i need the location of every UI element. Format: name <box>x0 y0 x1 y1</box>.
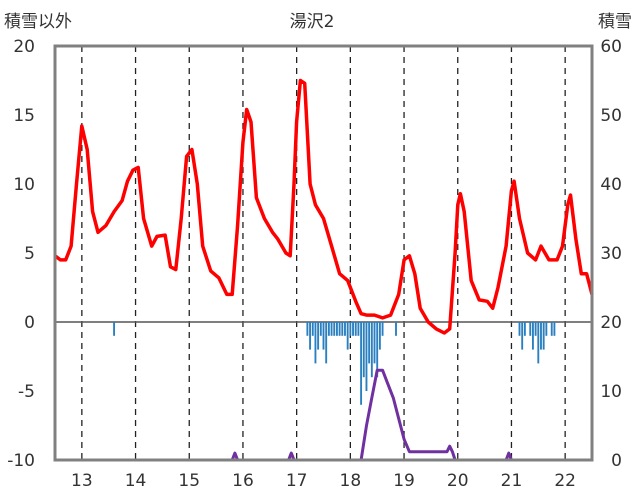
precip-bar <box>330 322 333 336</box>
plot-frame <box>53 44 594 462</box>
precip-bar <box>349 322 352 336</box>
precip-bar <box>370 322 373 378</box>
precip-bar <box>534 322 537 336</box>
precip-bar <box>521 322 524 350</box>
day-tick-label: 16 <box>232 471 254 491</box>
precip-bar <box>542 322 545 350</box>
day-tick-label: 19 <box>393 471 415 491</box>
right-tick-label: 10 <box>600 382 622 402</box>
left-tick-label: 10 <box>13 175 35 195</box>
precip-bar <box>317 322 320 350</box>
precip-bar <box>335 322 338 336</box>
precip-bar <box>306 322 309 336</box>
right-tick-label: 0 <box>611 451 622 471</box>
right-tick-label: 40 <box>600 175 622 195</box>
day-tick-label: 22 <box>554 471 576 491</box>
precip-bar <box>553 322 556 336</box>
day-tick-label: 17 <box>286 471 308 491</box>
plot-border <box>53 44 594 462</box>
left-tick-label: 5 <box>24 244 35 264</box>
precip-bar <box>518 322 521 336</box>
day-tick-label: 13 <box>71 471 93 491</box>
precip-bar <box>540 322 542 350</box>
day-tick-label: 18 <box>340 471 362 491</box>
temperature-line <box>53 78 594 335</box>
left-tick-label: 20 <box>13 37 35 57</box>
precip-bar <box>309 322 312 350</box>
precip-bar <box>365 322 368 391</box>
precip-bar <box>381 322 384 336</box>
day-tick-label: 21 <box>501 471 523 491</box>
precip-bar <box>376 322 379 378</box>
left-tick-label: 15 <box>13 106 35 126</box>
precip-bar <box>550 322 553 336</box>
left-tick-label: 0 <box>24 313 35 333</box>
precip-bar <box>368 322 371 364</box>
right-tick-label: 50 <box>600 106 622 126</box>
precip-bar <box>373 322 376 364</box>
precip-bar <box>523 322 526 336</box>
precip-bar <box>346 322 349 350</box>
day-tick-label: 14 <box>125 471 147 491</box>
precip-bar <box>333 322 336 336</box>
precip-bar <box>325 322 328 364</box>
chart-title: 湯沢2 <box>290 12 335 32</box>
precip-bar <box>395 322 397 336</box>
right-tick-label: 20 <box>600 313 622 333</box>
precip-bar <box>319 322 322 336</box>
precipitation-bars <box>113 322 556 405</box>
precip-bar <box>113 322 116 336</box>
precip-bar <box>352 322 354 336</box>
right-tick-label: 30 <box>600 244 622 264</box>
grid-lines <box>55 46 592 460</box>
precip-bar <box>537 322 540 364</box>
left-tick-label: -5 <box>18 382 35 402</box>
axis-tick-labels: -10 -5 0 5 10 15 20 0 10 20 30 40 50 60 13 14 15 16 17 18 19… <box>7 37 622 491</box>
precip-bar <box>360 322 363 405</box>
day-tick-label: 15 <box>178 471 200 491</box>
precip-bar <box>529 322 532 336</box>
precip-bar <box>338 322 341 336</box>
precip-bar <box>545 322 548 336</box>
precip-bar <box>344 322 346 336</box>
left-axis-label: 積雪以外 <box>4 12 72 32</box>
right-tick-label: 60 <box>600 37 622 57</box>
precip-bar <box>362 322 365 378</box>
left-tick-label: -10 <box>7 451 35 471</box>
day-tick-label: 20 <box>447 471 469 491</box>
precip-bar <box>531 322 534 350</box>
precip-bar <box>357 322 360 336</box>
precip-bar <box>341 322 344 336</box>
right-axis-label: 積雪 <box>598 12 632 32</box>
precip-bar <box>327 322 330 336</box>
precip-bar <box>378 322 381 350</box>
precip-bar <box>322 322 325 350</box>
precip-bar <box>354 322 357 336</box>
precip-bar <box>314 322 317 364</box>
precip-bar <box>311 322 314 336</box>
